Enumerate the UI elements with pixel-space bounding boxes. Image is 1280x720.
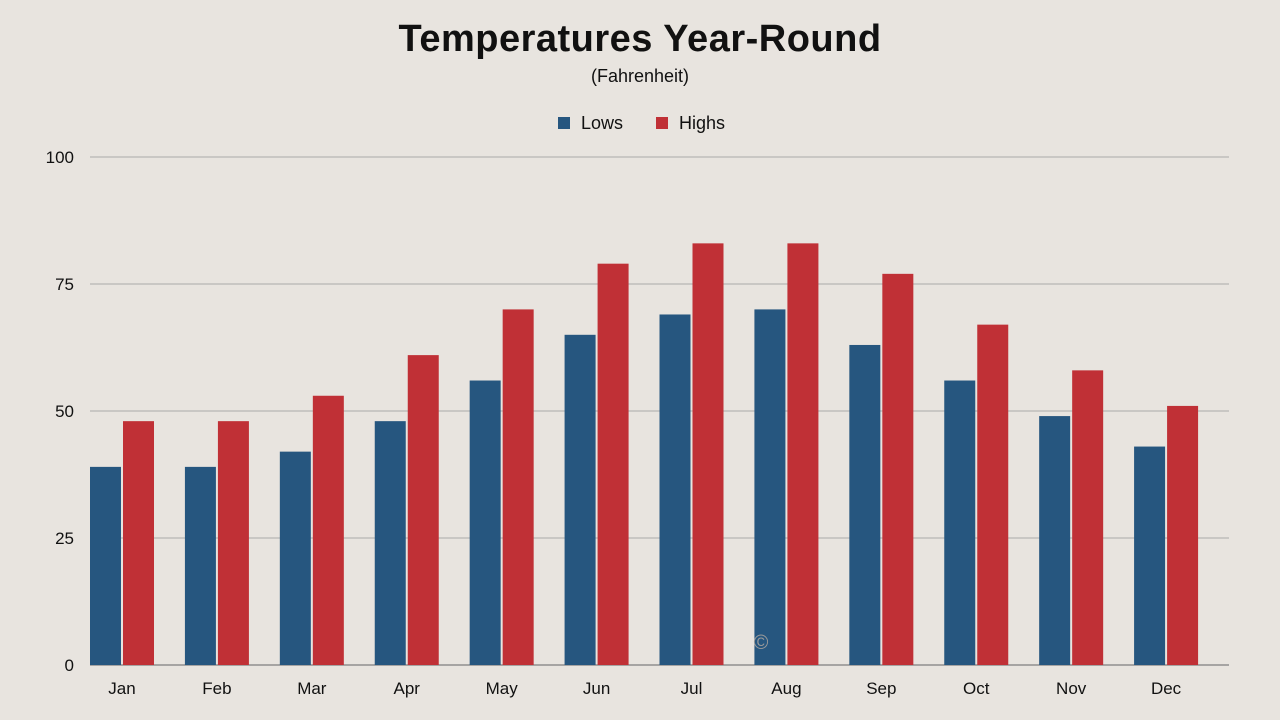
bar-lows-may [469, 380, 501, 665]
bar-highs-apr [407, 355, 439, 665]
bar-lows-jul [659, 314, 691, 665]
bar-lows-feb [184, 466, 216, 665]
y-tick-label: 0 [65, 656, 74, 675]
bar-highs-sep [882, 273, 914, 665]
bar-highs-mar [312, 395, 344, 665]
bar-highs-jan [123, 421, 154, 665]
bar-lows-apr [374, 421, 406, 665]
copyright-watermark: © [754, 632, 769, 654]
y-axis: 0 25 50 75 100 [46, 148, 74, 675]
bar-highs-feb [217, 421, 249, 665]
x-tick-label: Nov [1056, 679, 1087, 698]
chart-subtitle: (Fahrenheit) [590, 66, 690, 86]
x-tick-label: Dec [1151, 679, 1182, 698]
x-tick-label: Aug [771, 679, 801, 698]
chart-title: Temperatures Year-Round [398, 18, 882, 60]
bar-highs-nov [1072, 370, 1104, 665]
legend-swatch-highs [656, 117, 668, 129]
bar-lows-mar [279, 451, 311, 665]
bar-highs-oct [977, 324, 1009, 665]
y-tick-label: 100 [46, 148, 74, 167]
legend: Lows Highs [558, 113, 725, 133]
bar-lows-nov [1039, 416, 1071, 665]
bar-highs-dec [1167, 405, 1199, 665]
bar-highs-jul [692, 243, 724, 666]
bar-lows-oct [944, 380, 976, 665]
bar-lows-dec [1134, 446, 1166, 665]
x-tick-label: Apr [394, 679, 421, 698]
bar-highs-jun [597, 263, 629, 665]
legend-label-lows: Lows [581, 113, 623, 133]
legend-label-highs: Highs [679, 113, 725, 133]
bar-lows-jan [90, 466, 121, 665]
x-tick-label: May [486, 679, 519, 698]
x-axis: Jan Feb Mar Apr May Jun Jul Aug Sep Oct Nov Dec [108, 679, 1181, 698]
x-tick-label: Jul [681, 679, 703, 698]
y-tick-label: 75 [55, 275, 74, 294]
legend-swatch-lows [558, 117, 570, 129]
bar-lows-jun [564, 334, 596, 665]
bar-highs-aug [787, 243, 819, 666]
bar-lows-sep [849, 344, 881, 665]
x-tick-label: Sep [866, 679, 896, 698]
y-tick-label: 25 [55, 529, 74, 548]
x-tick-label: Feb [202, 679, 231, 698]
x-tick-label: Jun [583, 679, 610, 698]
x-tick-label: Jan [108, 679, 135, 698]
y-tick-label: 50 [55, 402, 74, 421]
bar-highs-may [502, 309, 534, 665]
bar-lows-aug [754, 309, 786, 665]
x-tick-label: Oct [963, 679, 990, 698]
x-tick-label: Mar [297, 679, 327, 698]
bars [90, 243, 1199, 666]
